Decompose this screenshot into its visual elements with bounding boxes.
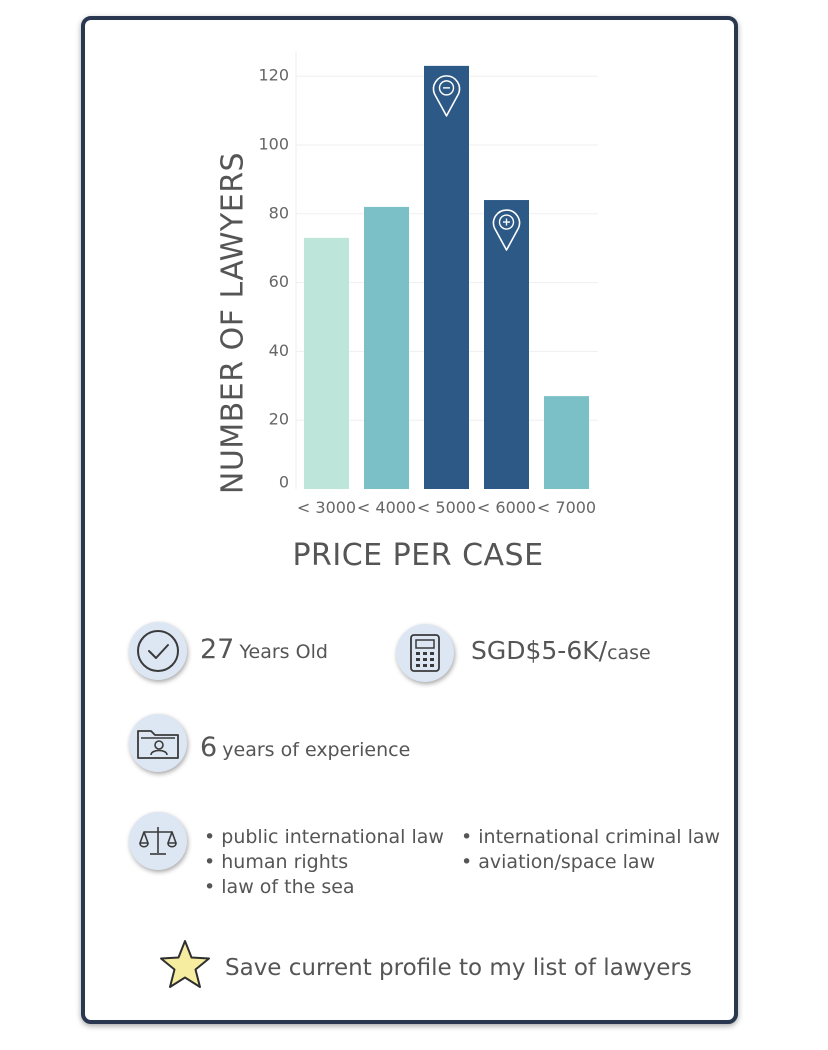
y-tick-label: 100	[258, 135, 289, 154]
experience-badge	[129, 714, 187, 772]
x-tick-label: < 3000	[297, 498, 356, 517]
price-unit: case	[607, 642, 651, 664]
experience-stat: 6 years of experience	[200, 732, 410, 763]
save-profile-label[interactable]: Save current profile to my list of lawye…	[225, 955, 692, 981]
pin-plus-icon	[492, 209, 521, 251]
bar	[304, 237, 349, 489]
pin-minus-icon	[432, 75, 461, 117]
specialty-item: • aviation/space law	[461, 851, 656, 873]
x-tick-label: < 6000	[477, 498, 536, 517]
bar	[424, 65, 469, 489]
x-tick-label: < 5000	[417, 498, 476, 517]
age-badge	[129, 622, 187, 680]
folder-person-icon	[137, 730, 179, 759]
age-value: 27	[200, 634, 235, 665]
specialty-item: • public international law	[204, 826, 444, 848]
x-axis-label: PRICE PER CASE	[292, 538, 544, 573]
y-axis-label: NUMBER OF LAWYERS	[215, 151, 251, 495]
price-stat: SGD$5-6K/case	[471, 636, 651, 665]
calculator-icon	[410, 634, 440, 672]
y-tick-label: 0	[279, 473, 289, 492]
star-icon	[160, 940, 210, 988]
specialties-badge	[129, 812, 187, 870]
chart-markers	[432, 75, 521, 251]
experience-value: 6	[200, 732, 218, 763]
experience-unit: years of experience	[222, 739, 411, 761]
y-tick-label: 20	[269, 410, 289, 429]
y-tick-label: 40	[269, 341, 289, 360]
y-tick-label: 80	[269, 203, 289, 222]
bar	[544, 396, 589, 489]
specialty-item: • human rights	[204, 851, 349, 873]
x-tick-label: < 4000	[357, 498, 416, 517]
specialty-item: • international criminal law	[461, 826, 721, 848]
x-tick-label: < 7000	[537, 498, 596, 517]
y-tick-label: 60	[269, 272, 289, 291]
check-circle-icon	[137, 630, 179, 672]
scales-icon	[139, 827, 177, 855]
bar	[364, 206, 409, 490]
y-axis-ticks: 0 20 40 60 80 100 120	[258, 66, 289, 492]
y-tick-label: 120	[258, 66, 289, 85]
price-value: SGD$5-6K/	[471, 636, 608, 665]
save-star-button[interactable]	[157, 938, 213, 996]
bar	[484, 200, 529, 490]
x-axis-ticks: < 3000 < 4000 < 5000 < 6000 < 7000	[297, 498, 596, 517]
chart-bars	[304, 65, 589, 490]
profile-card	[81, 16, 738, 1024]
specialty-item: • law of the sea	[204, 876, 355, 898]
age-stat: 27 Years Old	[200, 634, 328, 665]
price-histogram: 0 20 40 60 80 100 120 < 3000 < 4000 < 5000 < 6000…	[258, 52, 598, 517]
age-unit: Years Old	[239, 641, 328, 663]
price-badge	[396, 624, 454, 682]
